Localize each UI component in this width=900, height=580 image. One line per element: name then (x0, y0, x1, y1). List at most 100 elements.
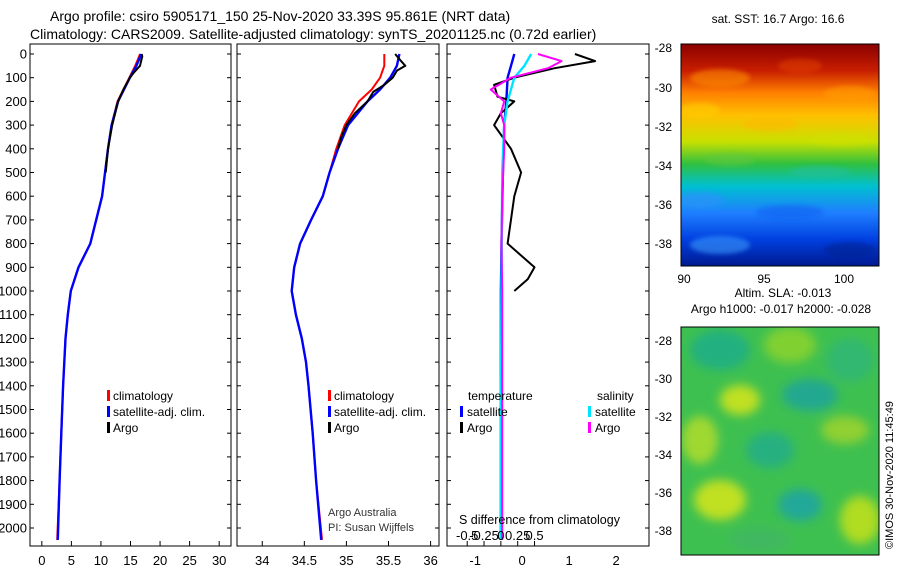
legend-temperature-title: temperature (468, 389, 533, 403)
depth-tick-label: 1500 (0, 402, 27, 417)
legend-climatology-label: climatology (334, 389, 394, 403)
legend-temp-satellite-swatch (460, 406, 463, 417)
depth-tick-label: 700 (5, 212, 27, 227)
x-tick-label-lower: 0 (519, 553, 526, 568)
depth-tick-label: 1700 (0, 449, 27, 464)
legend-argo-label: Argo (334, 421, 360, 435)
credit-line-1: Argo Australia (328, 507, 397, 519)
salinity-series (290, 53, 407, 541)
difference-legend: temperature satellite Argo salinity sate… (460, 389, 636, 435)
x-tick-label: 35.5 (376, 553, 401, 568)
sst-lon-ticks: 90 95 100 (677, 272, 854, 286)
legend-argo-swatch (107, 422, 110, 433)
legend-sal-satellite-swatch (588, 406, 591, 417)
x-tick-label: 35 (339, 553, 353, 568)
sla-lat-tick: -30 (655, 372, 673, 386)
series-line-argo-salinity (489, 53, 563, 540)
sst-lat-tick: -32 (655, 120, 673, 134)
sla-lat-ticks: -28 -30 -32 -34 -36 -38 (655, 334, 673, 538)
sst-lat-tick: -28 (655, 41, 673, 55)
difference-xlabel: S difference from climatology (459, 513, 621, 527)
depth-tick-label: 1100 (0, 307, 27, 322)
depth-tick-marks (30, 53, 649, 529)
x-tick-label: 30 (212, 553, 226, 568)
temperature-series (56, 53, 144, 540)
sla-lat-tick: -38 (655, 524, 673, 538)
salinity-legend: climatology satellite-adj. clim. Argo (328, 389, 426, 435)
depth-tick-label: 1200 (0, 331, 27, 346)
legend-temp-satellite-label: satellite (467, 405, 508, 419)
depth-tick-label: 500 (5, 165, 27, 180)
x-tick-label: 0.25 (505, 528, 530, 543)
legend-satellite-swatch (107, 406, 110, 417)
x-tick-label: 0 (38, 553, 45, 568)
x-tick-label: 10 (94, 553, 108, 568)
x-tick-label: 36 (423, 553, 437, 568)
sst-lat-tick: -34 (655, 159, 673, 173)
legend-satellite-swatch (328, 406, 331, 417)
x-tick-label: 15 (123, 553, 137, 568)
legend-climatology-label: climatology (113, 389, 173, 403)
sla-map-title-2: Argo h1000: -0.017 h2000: -0.028 (691, 302, 871, 316)
sst-map-frame (680, 43, 880, 267)
series-line-argo-temperature (493, 53, 597, 292)
x-tick-label: 5 (68, 553, 75, 568)
sst-lat-tick: -38 (655, 237, 673, 251)
legend-argo-swatch (328, 422, 331, 433)
sst-lat-tick: -30 (655, 81, 673, 95)
legend-satellite-label: satellite-adj. clim. (334, 405, 426, 419)
credit-line-2: PI: Susan Wijffels (328, 522, 414, 534)
x-tick-label-lower: 1 (566, 553, 573, 568)
series-line-satellite-adj-clim- (290, 53, 401, 541)
x-tick-label: 34 (255, 553, 269, 568)
x-tick-label: 34.5 (292, 553, 317, 568)
depth-tick-label: 1600 (0, 426, 27, 441)
x-tick-label: 0.5 (525, 528, 543, 543)
legend-sal-argo-label: Argo (595, 421, 621, 435)
series-line-climatology (290, 54, 386, 540)
legend-sal-satellite-label: satellite (595, 405, 636, 419)
sst-lon-tick: 95 (757, 272, 771, 286)
x-tick-label: 0 (497, 528, 504, 543)
sst-map-title: sat. SST: 16.7 Argo: 16.6 (712, 12, 845, 26)
legend-salinity-title: salinity (597, 389, 634, 403)
temperature-legend: climatology satellite-adj. clim. Argo (107, 389, 205, 435)
legend-argo-label: Argo (113, 421, 139, 435)
series-line-satellite-adj-clim- (56, 53, 143, 540)
depth-tick-label: 800 (5, 236, 27, 251)
x-tick-label: 25 (182, 553, 196, 568)
depth-tick-label: 2000 (0, 521, 27, 536)
depth-tick-label: 600 (5, 189, 27, 204)
sst-lat-tick: -36 (655, 198, 673, 212)
imos-timestamp: ©IMOS 30-Nov-2020 11:45:49 (884, 401, 896, 549)
title-line-2: Climatology: CARS2009. Satellite-adjuste… (30, 26, 596, 42)
x-tick-label-lower: 2 (612, 553, 619, 568)
depth-tick-label: 200 (5, 94, 27, 109)
sla-map (681, 327, 879, 555)
depth-tick-label: 0 (20, 47, 27, 62)
legend-climatology-swatch (328, 390, 331, 401)
difference-panel (446, 43, 650, 547)
depth-tick-label: 1300 (0, 355, 27, 370)
legend-temp-argo-label: Argo (467, 421, 493, 435)
sla-lat-tick: -36 (655, 486, 673, 500)
sla-lat-tick: -32 (655, 410, 673, 424)
depth-tick-label: 100 (5, 70, 27, 85)
sla-map-title-1: Altim. SLA: -0.013 (735, 286, 832, 300)
depth-tick-label: 900 (5, 260, 27, 275)
sst-lat-ticks: -28 -30 -32 -34 -36 -38 (655, 41, 673, 251)
depth-tick-label: 400 (5, 141, 27, 156)
depth-tick-labels: 0 100 200 300 400 500 600 700 800 900 1000 1100 1200… (0, 47, 27, 536)
legend-sal-argo-swatch (588, 422, 591, 433)
x-tick-label: 20 (153, 553, 167, 568)
series-line-argo (337, 53, 407, 150)
depth-tick-label: 300 (5, 118, 27, 133)
x-tick-label: -0.25 (469, 528, 499, 543)
depth-tick-label: 1900 (0, 497, 27, 512)
depth-tick-label: 1000 (0, 284, 27, 299)
depth-tick-label: 1400 (0, 378, 27, 393)
x-tick-label-lower: -1 (469, 553, 481, 568)
x-tick-label: -0.5 (456, 528, 478, 543)
sst-lon-tick: 90 (677, 272, 691, 286)
